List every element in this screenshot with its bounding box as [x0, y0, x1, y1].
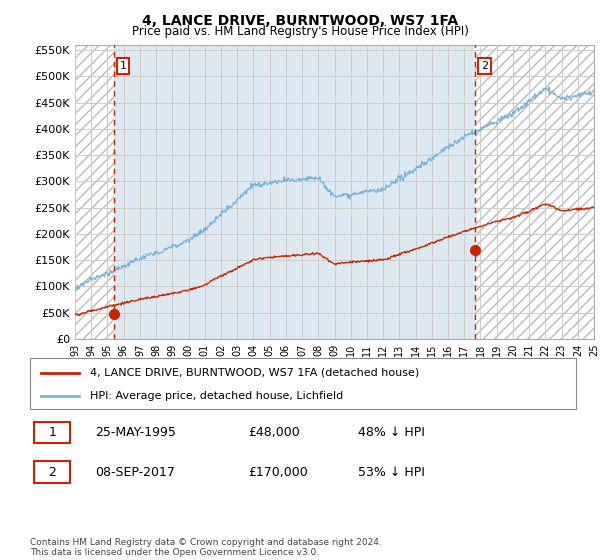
Text: Contains HM Land Registry data © Crown copyright and database right 2024.
This d: Contains HM Land Registry data © Crown c… [30, 538, 382, 557]
Bar [34, 461, 70, 483]
Text: 53% ↓ HPI: 53% ↓ HPI [358, 465, 424, 479]
Text: 2: 2 [481, 61, 488, 71]
Bar [475, 45, 594, 339]
Text: 08-SEP-2017: 08-SEP-2017 [95, 465, 175, 479]
Text: £48,000: £48,000 [248, 426, 300, 439]
Bar [34, 422, 70, 444]
Text: 4, LANCE DRIVE, BURNTWOOD, WS7 1FA (detached house): 4, LANCE DRIVE, BURNTWOOD, WS7 1FA (deta… [90, 367, 419, 377]
Text: 2: 2 [48, 465, 56, 479]
Text: £170,000: £170,000 [248, 465, 308, 479]
Text: Price paid vs. HM Land Registry's House Price Index (HPI): Price paid vs. HM Land Registry's House … [131, 25, 469, 38]
Text: 4, LANCE DRIVE, BURNTWOOD, WS7 1FA: 4, LANCE DRIVE, BURNTWOOD, WS7 1FA [142, 14, 458, 28]
Bar [475, 45, 594, 339]
Text: 1: 1 [48, 426, 56, 439]
Text: 1: 1 [119, 61, 127, 71]
Bar [75, 45, 114, 339]
Bar [75, 45, 114, 339]
Text: 48% ↓ HPI: 48% ↓ HPI [358, 426, 424, 439]
Text: 25-MAY-1995: 25-MAY-1995 [95, 426, 176, 439]
Text: HPI: Average price, detached house, Lichfield: HPI: Average price, detached house, Lich… [90, 391, 343, 401]
